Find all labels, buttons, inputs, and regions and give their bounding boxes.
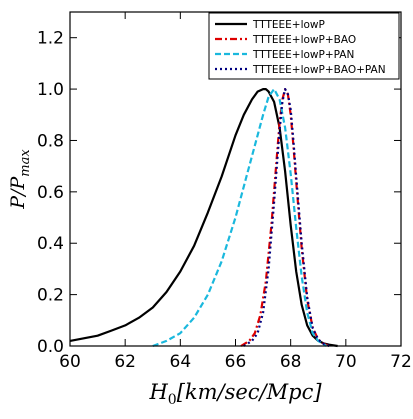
x-tick-label: 70	[335, 352, 357, 372]
x-tick-label: 66	[225, 352, 247, 372]
legend: TTTEEE+lowP TTTEEE+lowP+BAO TTTEEE+lowP+PA…	[208, 12, 400, 80]
legend-label-2: TTTEEE+lowP+BAO	[252, 34, 356, 46]
y-tick-label: 0.0	[37, 337, 64, 357]
axis-labels: H0[km/sec/Mpc] P/Pmax	[7, 149, 322, 408]
legend-label-1: TTTEEE+lowP	[252, 19, 325, 31]
y-tick-label: 0.6	[37, 183, 64, 203]
series-layer	[69, 88, 338, 348]
legend-label-4: TTTEEE+lowP+BAO+PAN	[252, 64, 386, 76]
x-tick-label: 60	[59, 352, 81, 372]
x-tick-label: 64	[170, 352, 192, 372]
series-line-1	[69, 88, 338, 348]
y-axis-label: P/Pmax	[7, 149, 33, 210]
y-tick-label: 1.0	[37, 80, 64, 100]
legend-label-3: TTTEEE+lowP+PAN	[252, 49, 354, 61]
y-tick-label: 0.4	[37, 234, 64, 254]
y-tick-label: 0.2	[37, 286, 64, 306]
series-line-4	[243, 88, 330, 348]
x-tick-label: 68	[280, 352, 302, 372]
series-line-3	[152, 88, 328, 348]
y-tick-label: 0.8	[37, 131, 64, 151]
x-tick-label: 72	[390, 352, 412, 372]
x-tick-label: 62	[114, 352, 136, 372]
ticks-layer: 60 62 64 66 68 70 72 0.0 0.2 0.4 0.6 0.8 1.0 1.2	[37, 12, 412, 372]
x-axis-label: H0[km/sec/Mpc]	[148, 380, 322, 408]
y-tick-label: 1.2	[37, 29, 64, 49]
